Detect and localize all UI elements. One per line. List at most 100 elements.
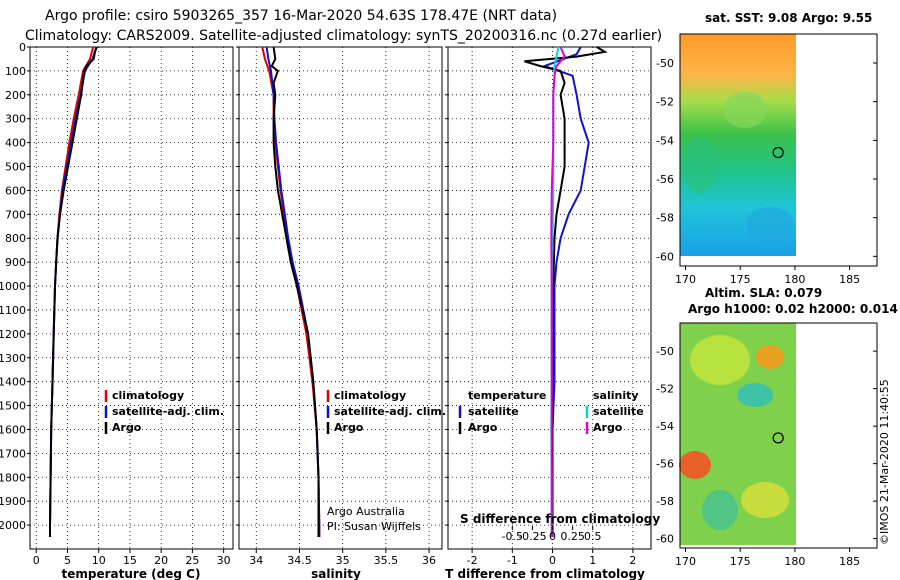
sst-map-title: sat. SST: 9.08 Argo: 9.55 [705,11,872,25]
temperature-panel-frame [29,46,234,550]
depth-tick-label: 300 [5,113,26,126]
map-ytick-label: -56 [656,458,674,471]
depth-tick-label: 200 [5,89,26,102]
depth-tick-label: 1500 [0,400,26,413]
depth-tick-label: 800 [5,232,26,245]
map-ytick-label: -50 [656,345,674,358]
legend-argo-label: Argo [112,421,142,434]
sla-yellow-patch [690,335,750,385]
map-xtick-label: 175 [730,273,751,286]
temperature-xtick-label: 30 [217,554,231,567]
credit-pi: PI: Susan Wijffels [327,520,421,533]
sla-map-title: Altim. SLA: 0.079 [705,286,822,300]
map-xtick-label: 180 [784,273,805,286]
series-salinity-argo [270,46,320,537]
salinity-panel-frame [238,46,443,550]
map-xtick-label: 175 [730,555,751,568]
salinity-diff-tick-label: -0.5 [502,530,523,543]
sst-map [679,33,878,267]
sla-red-patch [679,451,711,479]
sla-profile-marker [772,432,784,444]
depth-tick-label: 1900 [0,495,26,508]
sst-map-axes: 170 175 180 185 -50 -52 -54 -56 -58 -60 [656,57,877,286]
map-ytick-label: -52 [656,96,674,109]
salinity-xtick-label: 35.5 [374,554,399,567]
legend-climatology-label: climatology [112,389,184,402]
sst-cold-patch [746,207,794,243]
difference-axis-label: T difference from climatology [445,567,645,580]
title-line-1: Argo profile: csiro 5903265_357 16-Mar-2… [45,8,557,24]
salinity-difference-ticks: -0.5-0.25 0 0.25 0.5 [502,526,602,543]
credit-argo-australia: Argo Australia [327,505,405,518]
difference-legend: temperature satellite Argo salinity sate… [458,389,644,434]
legend-climatology-label: climatology [334,389,406,402]
map-ytick-label: -50 [656,57,674,70]
salinity-difference-axis-label: S difference from climatology [460,512,660,526]
map-ytick-label: -52 [656,383,674,396]
series-difference-salinity-argo [550,46,566,537]
legend-satellite-label: satellite-adj. clim. [334,405,446,418]
sst-green-patch [682,137,718,193]
depth-tick-label: 1000 [0,280,26,293]
temperature-legend: climatology satellite-adj. clim. Argo [104,389,224,434]
grid-layer [30,46,651,549]
legend-satellite-label: satellite-adj. clim. [112,405,224,418]
depth-tick-label: 100 [5,65,26,78]
salinity-xtick-label: 36 [422,554,436,567]
depth-tick-label: 2000 [0,519,26,532]
salinity-xtick-label: 34.5 [287,554,312,567]
sst-warm-patch [723,92,767,128]
legend-temp-argo-label: Argo [468,421,498,434]
temperature-xtick-label: 0 [33,554,40,567]
difference-xtick-label: 1 [589,554,596,567]
depth-tick-label: 1400 [0,376,26,389]
salinity-diff-tick-label: -0.25 [518,530,546,543]
series-temperature-argo [49,46,98,537]
depth-tick-label: 500 [5,161,26,174]
difference-xtick-label: -2 [467,554,478,567]
sla-map-axes: 170 175 180 185 -50 -52 -54 -56 -58 -60 [656,345,877,568]
map-ytick-label: -60 [656,533,674,546]
temperature-xtick-label: 20 [154,554,168,567]
map-ytick-label: -60 [656,250,674,263]
depth-tick-label: 1600 [0,423,26,436]
depth-tick-label: 600 [5,184,26,197]
map-xtick-label: 185 [839,555,860,568]
depth-tick-label: 1300 [0,352,26,365]
sla-yellow-patch-south [741,482,789,518]
depth-tick-label: 700 [5,208,26,221]
temperature-axis-label: temperature (deg C) [62,567,201,580]
difference-xtick-label: -1 [507,554,518,567]
salinity-xtick-label: 34 [249,554,263,567]
temperature-xtick-label: 5 [64,554,71,567]
sst-map-frame [679,33,878,267]
map-xtick-label: 170 [675,555,696,568]
depth-tick-label: 1100 [0,304,26,317]
legend-sal-satellite-label: satellite [593,405,644,418]
series-salinity-climatology [261,46,321,537]
salinity-axis-label: salinity [311,567,361,580]
sla-teal-patch [702,490,738,530]
legend-temp-satellite-label: satellite [468,405,519,418]
temperature-xtick-label: 25 [185,554,199,567]
map-xtick-label: 170 [675,273,696,286]
sla-map-subtitle: Argo h1000: 0.02 h2000: 0.014 [688,302,898,316]
sla-map [679,322,878,549]
series-layer [49,46,608,537]
salinity-diff-tick-label: 0.5 [584,530,602,543]
salinity-diff-tick-label: 0.25 [560,530,585,543]
sla-cyan-patch [737,383,773,407]
legend-salinity-title: salinity [593,389,639,402]
legend-sal-argo-label: Argo [593,421,623,434]
map-xtick-label: 185 [839,273,860,286]
difference-xtick-label: 2 [629,554,636,567]
sst-profile-marker [772,146,784,159]
sla-map-frame [679,322,878,549]
imos-credit: ©IMOS 21-Mar-2020 11:40:55 [878,379,891,545]
series-temperature-climatology [49,46,95,537]
axis-layer: 0 5 10 15 20 25 300100200300400500600700800900… [0,41,636,567]
depth-tick-label: 0 [19,41,26,54]
depth-tick-label: 1800 [0,471,26,484]
map-ytick-label: -54 [656,134,674,147]
